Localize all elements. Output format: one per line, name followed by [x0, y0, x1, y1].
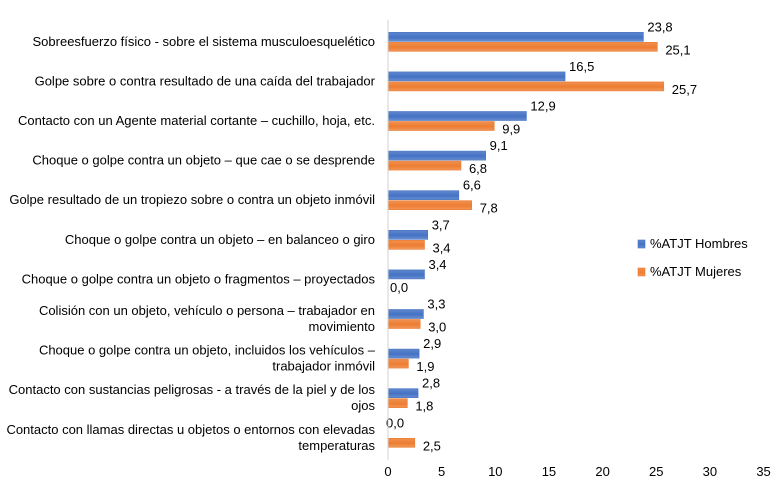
bar-mujeres — [387, 41, 658, 52]
data-label: 25,1 — [665, 42, 690, 57]
category-label-line: Choque o golpe contra un objeto o fragme… — [22, 271, 376, 286]
data-label: 0,0 — [386, 415, 404, 430]
category-label: Choque o golpe contra un objeto, incluid… — [39, 343, 376, 374]
category-label-line: temperaturas — [298, 438, 375, 453]
data-label: 3,4 — [428, 257, 446, 272]
category-label-line: Golpe resultado de un tropiezo sobre o c… — [9, 192, 375, 207]
data-label: 3,4 — [432, 240, 450, 255]
bar-mujeres — [387, 200, 472, 210]
bar-hombres — [387, 71, 566, 82]
category-label-line: trabajador inmóvil — [272, 359, 375, 374]
category-label-line: Choque o golpe contra un objeto – en bal… — [65, 232, 375, 247]
x-tick-label: 25 — [649, 464, 663, 479]
category-label-line: Choque o golpe contra un objeto – que ca… — [32, 153, 375, 168]
bar-mujeres — [387, 358, 409, 369]
bar-hombres — [387, 230, 429, 240]
bar-hombres — [387, 309, 424, 319]
category-label: Golpe resultado de un tropiezo sobre o c… — [9, 192, 375, 207]
category-label-line: Contacto con llamas directas u objetos o… — [6, 422, 375, 437]
bars — [387, 31, 665, 448]
x-tick-label: 15 — [542, 464, 556, 479]
legend: %ATJT Hombres %ATJT Mujeres — [637, 236, 748, 279]
bar-mujeres — [387, 81, 665, 92]
category-label: Choque o golpe contra un objeto – que ca… — [32, 153, 375, 168]
category-label-line: Golpe sobre o contra resultado de una ca… — [35, 73, 376, 88]
bar-hombres — [387, 269, 425, 280]
bar-mujeres — [387, 240, 425, 250]
bar-hombres — [387, 388, 419, 399]
legend-label: %ATJT Hombres — [650, 236, 748, 251]
bar-mujeres — [387, 160, 462, 171]
bar-mujeres — [387, 437, 416, 448]
bar-hombres — [387, 31, 644, 42]
bar-mujeres — [387, 121, 495, 131]
data-label: 2,8 — [422, 376, 440, 391]
data-label: 9,1 — [490, 138, 508, 153]
category-label-line: Contacto con un Agente material cortante… — [18, 113, 375, 128]
category-label: Golpe sobre o contra resultado de una ca… — [35, 73, 376, 88]
bar-hombres — [387, 111, 527, 121]
category-labels: Sobreesfuerzo físico - sobre el sistema … — [6, 34, 375, 453]
category-label-line: Colisión con un objeto, vehículo o perso… — [39, 303, 375, 318]
data-label: 2,5 — [423, 438, 441, 453]
data-label: 3,3 — [427, 297, 445, 312]
data-label: 23,8 — [647, 19, 672, 34]
category-label-line: ojos — [351, 398, 375, 413]
category-label-line: Sobreesfuerzo físico - sobre el sistema … — [33, 34, 376, 49]
value-labels: 23,8 25,1 16,5 25,7 12,9 9,99,16,8 6,6 7,8 3,7 3,… — [386, 19, 697, 453]
category-label: Contacto con llamas directas u objetos o… — [6, 422, 375, 453]
data-label: 2,9 — [423, 336, 441, 351]
category-label: Sobreesfuerzo físico - sobre el sistema … — [33, 34, 376, 49]
bar-hombres — [387, 150, 486, 161]
data-label: 0,0 — [390, 280, 408, 295]
data-label: 3,7 — [432, 217, 450, 232]
data-label: 1,8 — [415, 399, 433, 414]
x-tick-label: 5 — [438, 464, 445, 479]
x-axis-tick-labels: 0 5 10 15 20 25 30 35 — [384, 464, 770, 479]
legend-label: %ATJT Mujeres — [650, 264, 742, 279]
category-label: Choque o golpe contra un objeto – en bal… — [65, 232, 375, 247]
data-label: 3,0 — [428, 320, 446, 335]
category-label: Choque o golpe contra un objeto o fragme… — [22, 271, 376, 286]
x-tick-label: 0 — [384, 464, 391, 479]
bar-mujeres — [387, 319, 421, 329]
data-label: 12,9 — [530, 99, 555, 114]
data-label: 6,6 — [463, 178, 481, 193]
category-label-line: Choque o golpe contra un objeto, incluid… — [39, 343, 376, 358]
legend-swatch — [637, 267, 646, 277]
bar-mujeres — [387, 398, 408, 409]
data-label: 16,5 — [569, 59, 594, 74]
x-tick-label: 30 — [703, 464, 717, 479]
category-label-line: movimiento — [309, 319, 375, 334]
category-label: Contacto con sustancias peligrosas - a t… — [9, 382, 376, 413]
x-tick-label: 20 — [595, 464, 609, 479]
data-label: 25,7 — [672, 82, 697, 97]
category-label: Contacto con un Agente material cortante… — [18, 113, 375, 128]
data-label: 9,9 — [502, 122, 520, 137]
category-label: Colisión con un objeto, vehículo o perso… — [39, 303, 375, 334]
data-label: 6,8 — [469, 161, 487, 176]
x-tick-label: 10 — [488, 464, 502, 479]
category-label-line: Contacto con sustancias peligrosas - a t… — [9, 382, 376, 397]
bar-hombres — [387, 190, 460, 200]
data-label: 7,8 — [480, 201, 498, 216]
x-tick-label: 35 — [756, 464, 770, 479]
data-label: 1,9 — [416, 359, 434, 374]
legend-swatch — [637, 239, 646, 249]
bar-hombres — [387, 348, 420, 359]
